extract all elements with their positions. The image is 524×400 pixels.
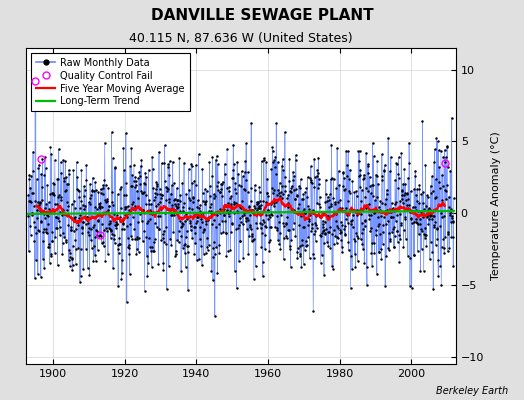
Title: 40.115 N, 87.636 W (United States): 40.115 N, 87.636 W (United States) (129, 32, 353, 46)
Text: DANVILLE SEWAGE PLANT: DANVILLE SEWAGE PLANT (151, 8, 373, 23)
Legend: Raw Monthly Data, Quality Control Fail, Five Year Moving Average, Long-Term Tren: Raw Monthly Data, Quality Control Fail, … (31, 53, 190, 111)
Y-axis label: Temperature Anomaly (°C): Temperature Anomaly (°C) (491, 132, 501, 280)
Text: Berkeley Earth: Berkeley Earth (436, 386, 508, 396)
